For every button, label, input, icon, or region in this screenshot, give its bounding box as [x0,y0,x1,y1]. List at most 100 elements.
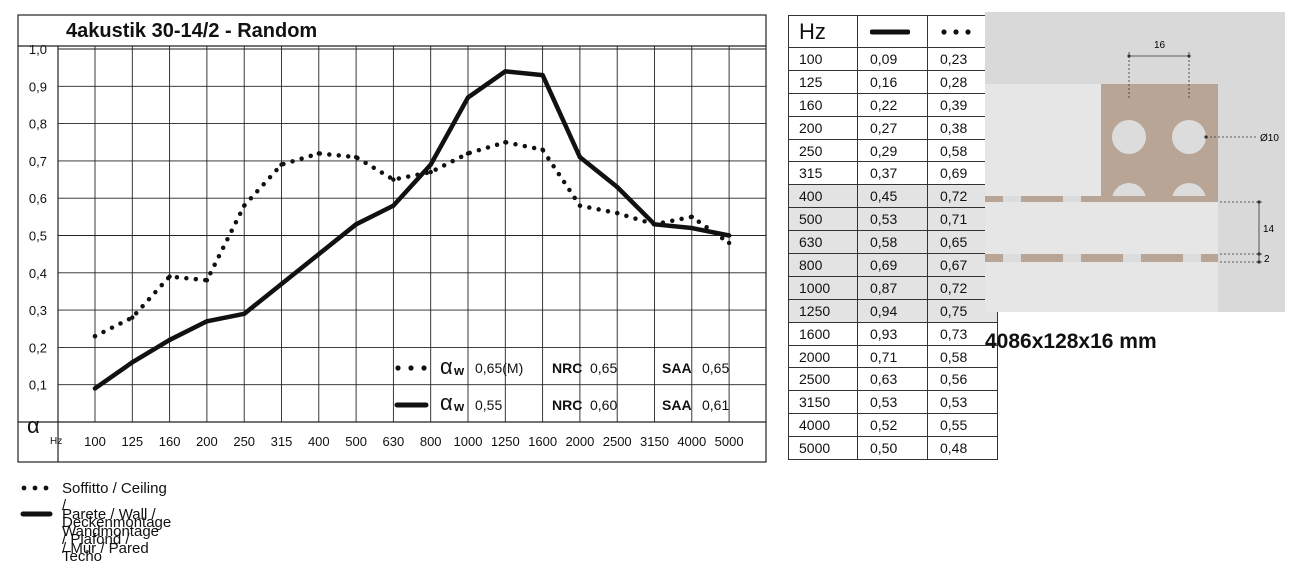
table-cell-hz: 1600 [788,321,858,346]
legend-alpha-subscript: w [453,399,465,414]
x-tick-label: 1250 [491,434,520,449]
table-cell-dotted: 0,48 [927,436,998,461]
panel-lower [985,262,1218,312]
dotted-line-swatch [21,485,49,491]
x-tick-label: 4000 [677,434,706,449]
table-cell-dotted: 0,71 [927,207,998,232]
table-cell-solid: 0,53 [857,390,928,415]
x-tick-label: 500 [345,434,367,449]
y-axis-label: α [27,413,40,438]
data-point-ceiling [242,203,247,208]
x-tick-label: 1600 [528,434,557,449]
data-point-wall [615,184,620,190]
chart-grid [18,46,766,423]
table-cell-solid: 0,45 [857,184,928,209]
chart-frame [17,14,767,463]
x-tick-label: 1000 [454,434,483,449]
y-tick-labels: 1,0 0,9 0,8 0,7 0,6 0,5 0,4 0,3 0,2 0,1 [29,42,47,393]
solid-line-swatch [869,29,911,34]
data-point-wall [167,337,172,343]
x-tick-labels: 100 125 160 200 250 315 400 500 630 800 1000 1250 16… [84,434,743,449]
table-header-hz: Hz [788,15,858,48]
table-row: 100 0,09 0,23 [788,47,998,71]
y-tick-label: 0,8 [29,117,47,132]
table-cell-hz: 630 [788,230,858,255]
table-cell-solid: 0,22 [857,92,928,117]
table-cell-solid: 0,37 [857,161,928,186]
table-cell-hz: 5000 [788,436,858,461]
table-row: 2000 0,71 0,58 [788,344,998,369]
data-point-ceiling [130,315,135,320]
table-cell-solid: 0,29 [857,138,928,163]
table-row: 800 0,69 0,67 [788,253,998,277]
data-point-ceiling [726,240,732,246]
dim-diameter-label: Ø10 [1260,133,1279,144]
data-point-ceiling [689,214,694,220]
table-row: 500 0,53 0,71 [788,207,998,232]
panel-groove-bottom-holes [1003,254,1201,262]
table-cell-dotted: 0,56 [927,367,998,392]
table-cell-solid: 0,87 [857,275,928,300]
data-point-ceiling [465,151,471,156]
table-cell-hz: 200 [788,115,858,140]
legend-alpha-value: 0,65(M) [475,360,523,376]
data-point-ceiling [92,334,98,339]
table-row: 1600 0,93 0,73 [788,321,998,346]
table-cell-solid: 0,27 [857,115,928,140]
table-row: 5000 0,50 0,48 [788,436,998,461]
x-tick-label: 5000 [715,434,744,449]
table-row: 250 0,29 0,58 [788,138,998,163]
data-point-ceiling [279,162,284,167]
series-line-wall [92,69,732,391]
table-cell-dotted: 0,55 [927,413,998,438]
panel-hole [1172,120,1206,154]
table-row: 400 0,45 0,72 [788,184,998,209]
table-cell-hz: 500 [788,207,858,232]
table-cell-hz: 100 [788,47,858,71]
x-tick-label: 2000 [565,434,594,449]
data-point-ceiling [652,222,657,227]
y-tick-label: 0,1 [29,378,47,393]
panel-groove-holes [1003,196,1081,202]
table-cell-dotted: 0,58 [927,344,998,369]
table-cell-solid: 0,50 [857,436,928,461]
table-cell-hz: 800 [788,253,858,277]
data-point-ceiling [428,169,433,175]
x-tick-label: 630 [383,434,405,449]
data-point-ceiling [577,203,583,208]
data-point-ceiling [391,177,396,182]
table-row: 630 0,58 0,65 [788,230,998,255]
y-tick-label: 0,5 [29,229,47,244]
y-tick-label: 0,7 [29,154,47,169]
table-cell-hz: 4000 [788,413,858,438]
legend-nrc-value: 0,60 [590,397,617,413]
legend-saa-value: 0,65 [702,360,729,376]
table-cell-solid: 0,69 [857,253,928,277]
panel-groove [985,196,1218,202]
data-point-wall [428,162,433,167]
dimension-ticks [1127,54,1261,264]
legend-nrc-label: NRC [552,360,582,376]
table-row: 1000 0,87 0,72 [788,275,998,300]
x-axis-label: Hz [50,436,62,447]
y-tick-label: 0,4 [29,266,47,281]
table-cell-solid: 0,16 [857,69,928,94]
legend-dot [408,365,414,371]
y-tick-label: 0,6 [29,191,47,206]
table-cell-hz: 315 [788,161,858,186]
data-point-wall [92,386,98,391]
dotted-line-swatch [941,28,971,35]
data-point-wall [726,233,732,238]
data-point-wall [503,69,508,74]
legend-saa-label: SAA [662,360,692,376]
legend-nrc-label: NRC [552,397,582,413]
table-cell-hz: 2500 [788,367,858,392]
chart-title: 4akustik 30-14/2 - Random [66,20,317,42]
x-tick-label: 250 [233,434,255,449]
data-point-wall [130,360,135,365]
table-header-row: Hz [788,15,998,48]
x-tick-label: 100 [84,434,106,449]
table-cell-hz: 250 [788,138,858,163]
wall-label: Parete / Wall / Wandmontage / Mur / Pare… [62,506,160,557]
table-row: 200 0,27 0,38 [788,115,998,140]
